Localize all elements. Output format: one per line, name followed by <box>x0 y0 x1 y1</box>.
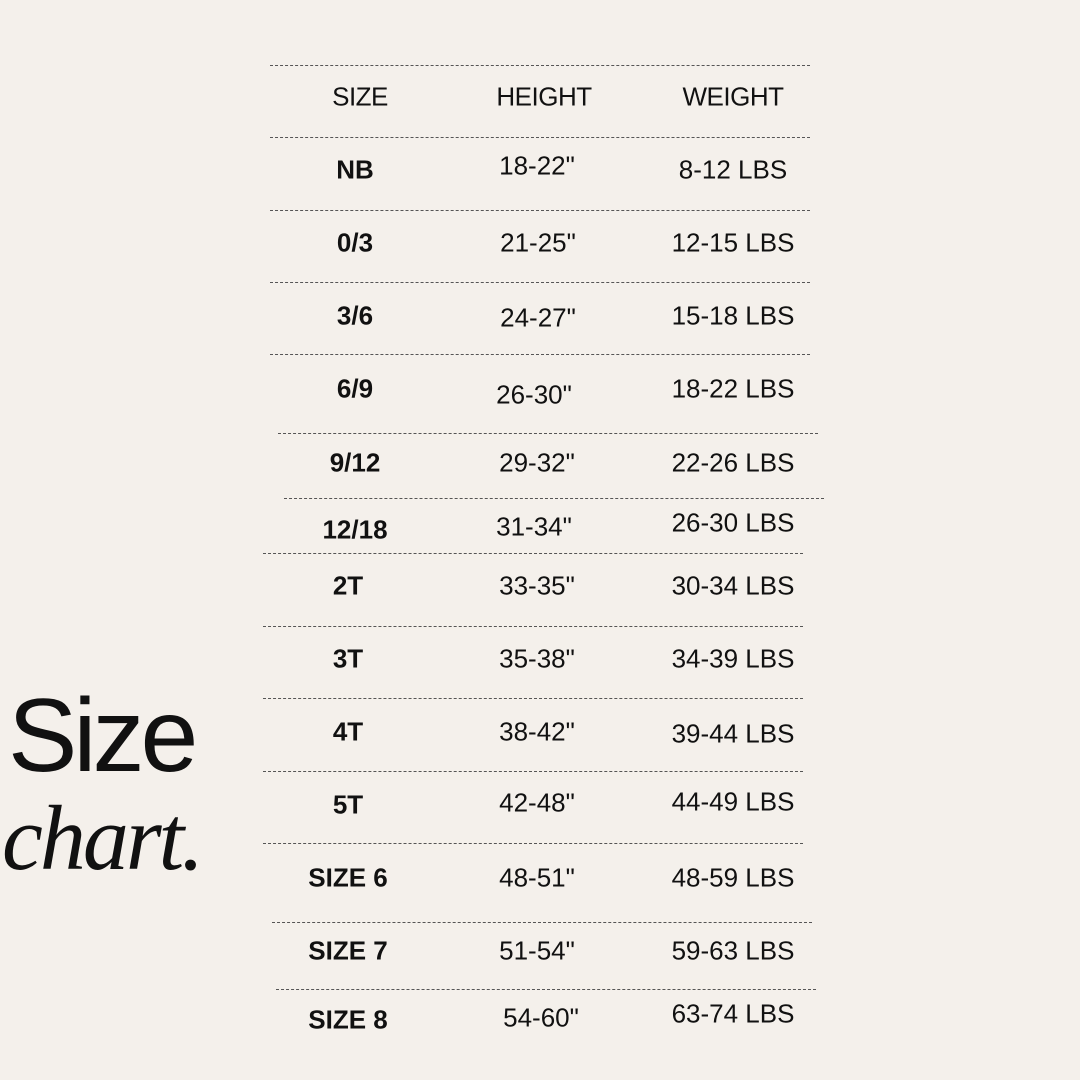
cell-weight: 18-22 LBS <box>671 373 795 404</box>
cell-weight: 34-39 LBS <box>671 643 795 674</box>
cell-height: 24-27" <box>500 302 576 333</box>
cell-size: 0/3 <box>336 227 374 258</box>
title-size: Size <box>8 678 198 794</box>
row-divider <box>270 137 810 138</box>
cell-size: SIZE 6 <box>308 862 388 893</box>
row-divider <box>270 210 810 211</box>
cell-height: 29-32" <box>499 447 575 478</box>
row-divider <box>270 354 810 355</box>
row-divider <box>263 843 803 844</box>
cell-size: NB <box>336 154 374 185</box>
cell-height: 26-30" <box>496 379 572 410</box>
row-divider <box>284 498 824 499</box>
cell-weight: 48-59 LBS <box>671 862 795 893</box>
cell-height: 38-42" <box>499 716 575 747</box>
cell-weight: 22-26 LBS <box>671 447 795 478</box>
cell-size: 3/6 <box>336 300 374 331</box>
header-height: HEIGHT <box>496 81 592 112</box>
cell-size: SIZE 8 <box>308 1004 388 1035</box>
row-divider <box>272 922 812 923</box>
cell-size: SIZE 7 <box>308 935 388 966</box>
cell-height: 51-54" <box>499 935 575 966</box>
cell-height: 21-25" <box>500 227 576 258</box>
header-weight: WEIGHT <box>682 81 785 112</box>
cell-size: 2T <box>332 570 364 601</box>
cell-weight: 15-18 LBS <box>671 300 795 331</box>
cell-size: 9/12 <box>329 447 381 478</box>
cell-size: 6/9 <box>336 373 374 404</box>
cell-size: 4T <box>332 716 364 747</box>
row-divider <box>263 553 803 554</box>
cell-weight: 39-44 LBS <box>671 718 795 749</box>
row-divider <box>270 282 810 283</box>
row-divider <box>263 698 803 699</box>
title-chart: chart. <box>2 787 204 889</box>
cell-size: 12/18 <box>322 514 388 545</box>
cell-height: 33-35" <box>499 570 575 601</box>
row-divider <box>276 989 816 990</box>
cell-height: 31-34" <box>496 511 572 542</box>
row-divider <box>270 65 810 66</box>
cell-weight: 26-30 LBS <box>671 507 795 538</box>
cell-height: 18-22" <box>499 150 575 181</box>
cell-weight: 8-12 LBS <box>678 154 788 185</box>
cell-height: 54-60" <box>503 1002 579 1033</box>
cell-weight: 59-63 LBS <box>671 935 795 966</box>
cell-height: 48-51" <box>499 862 575 893</box>
cell-height: 35-38" <box>499 643 575 674</box>
cell-size: 5T <box>332 789 364 820</box>
header-size: SIZE <box>332 81 388 112</box>
cell-height: 42-48" <box>499 787 575 818</box>
row-divider <box>263 771 803 772</box>
cell-weight: 12-15 LBS <box>671 227 795 258</box>
cell-size: 3T <box>332 643 364 674</box>
row-divider <box>263 626 803 627</box>
cell-weight: 44-49 LBS <box>671 786 795 817</box>
cell-weight: 30-34 LBS <box>671 570 795 601</box>
row-divider <box>278 433 818 434</box>
cell-weight: 63-74 LBS <box>671 998 795 1029</box>
